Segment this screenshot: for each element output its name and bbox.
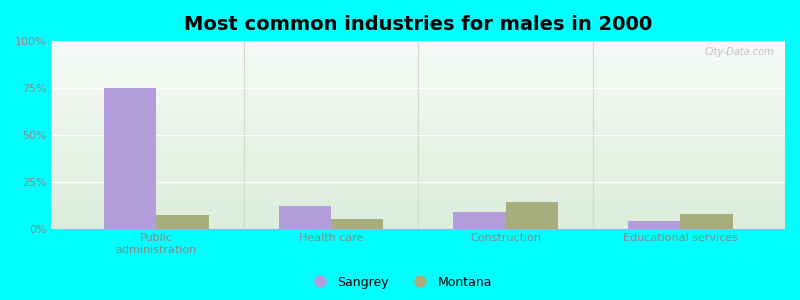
Bar: [680, 214, 733, 229]
Bar: [506, 202, 558, 229]
Bar: [331, 219, 383, 229]
Bar: [104, 88, 156, 229]
Legend: Sangrey, Montana: Sangrey, Montana: [302, 271, 498, 294]
Text: City-Data.com: City-Data.com: [704, 47, 774, 57]
Bar: [278, 206, 331, 229]
Title: Most common industries for males in 2000: Most common industries for males in 2000: [184, 15, 652, 34]
Bar: [156, 215, 209, 229]
Bar: [628, 221, 680, 229]
Bar: [453, 212, 506, 229]
